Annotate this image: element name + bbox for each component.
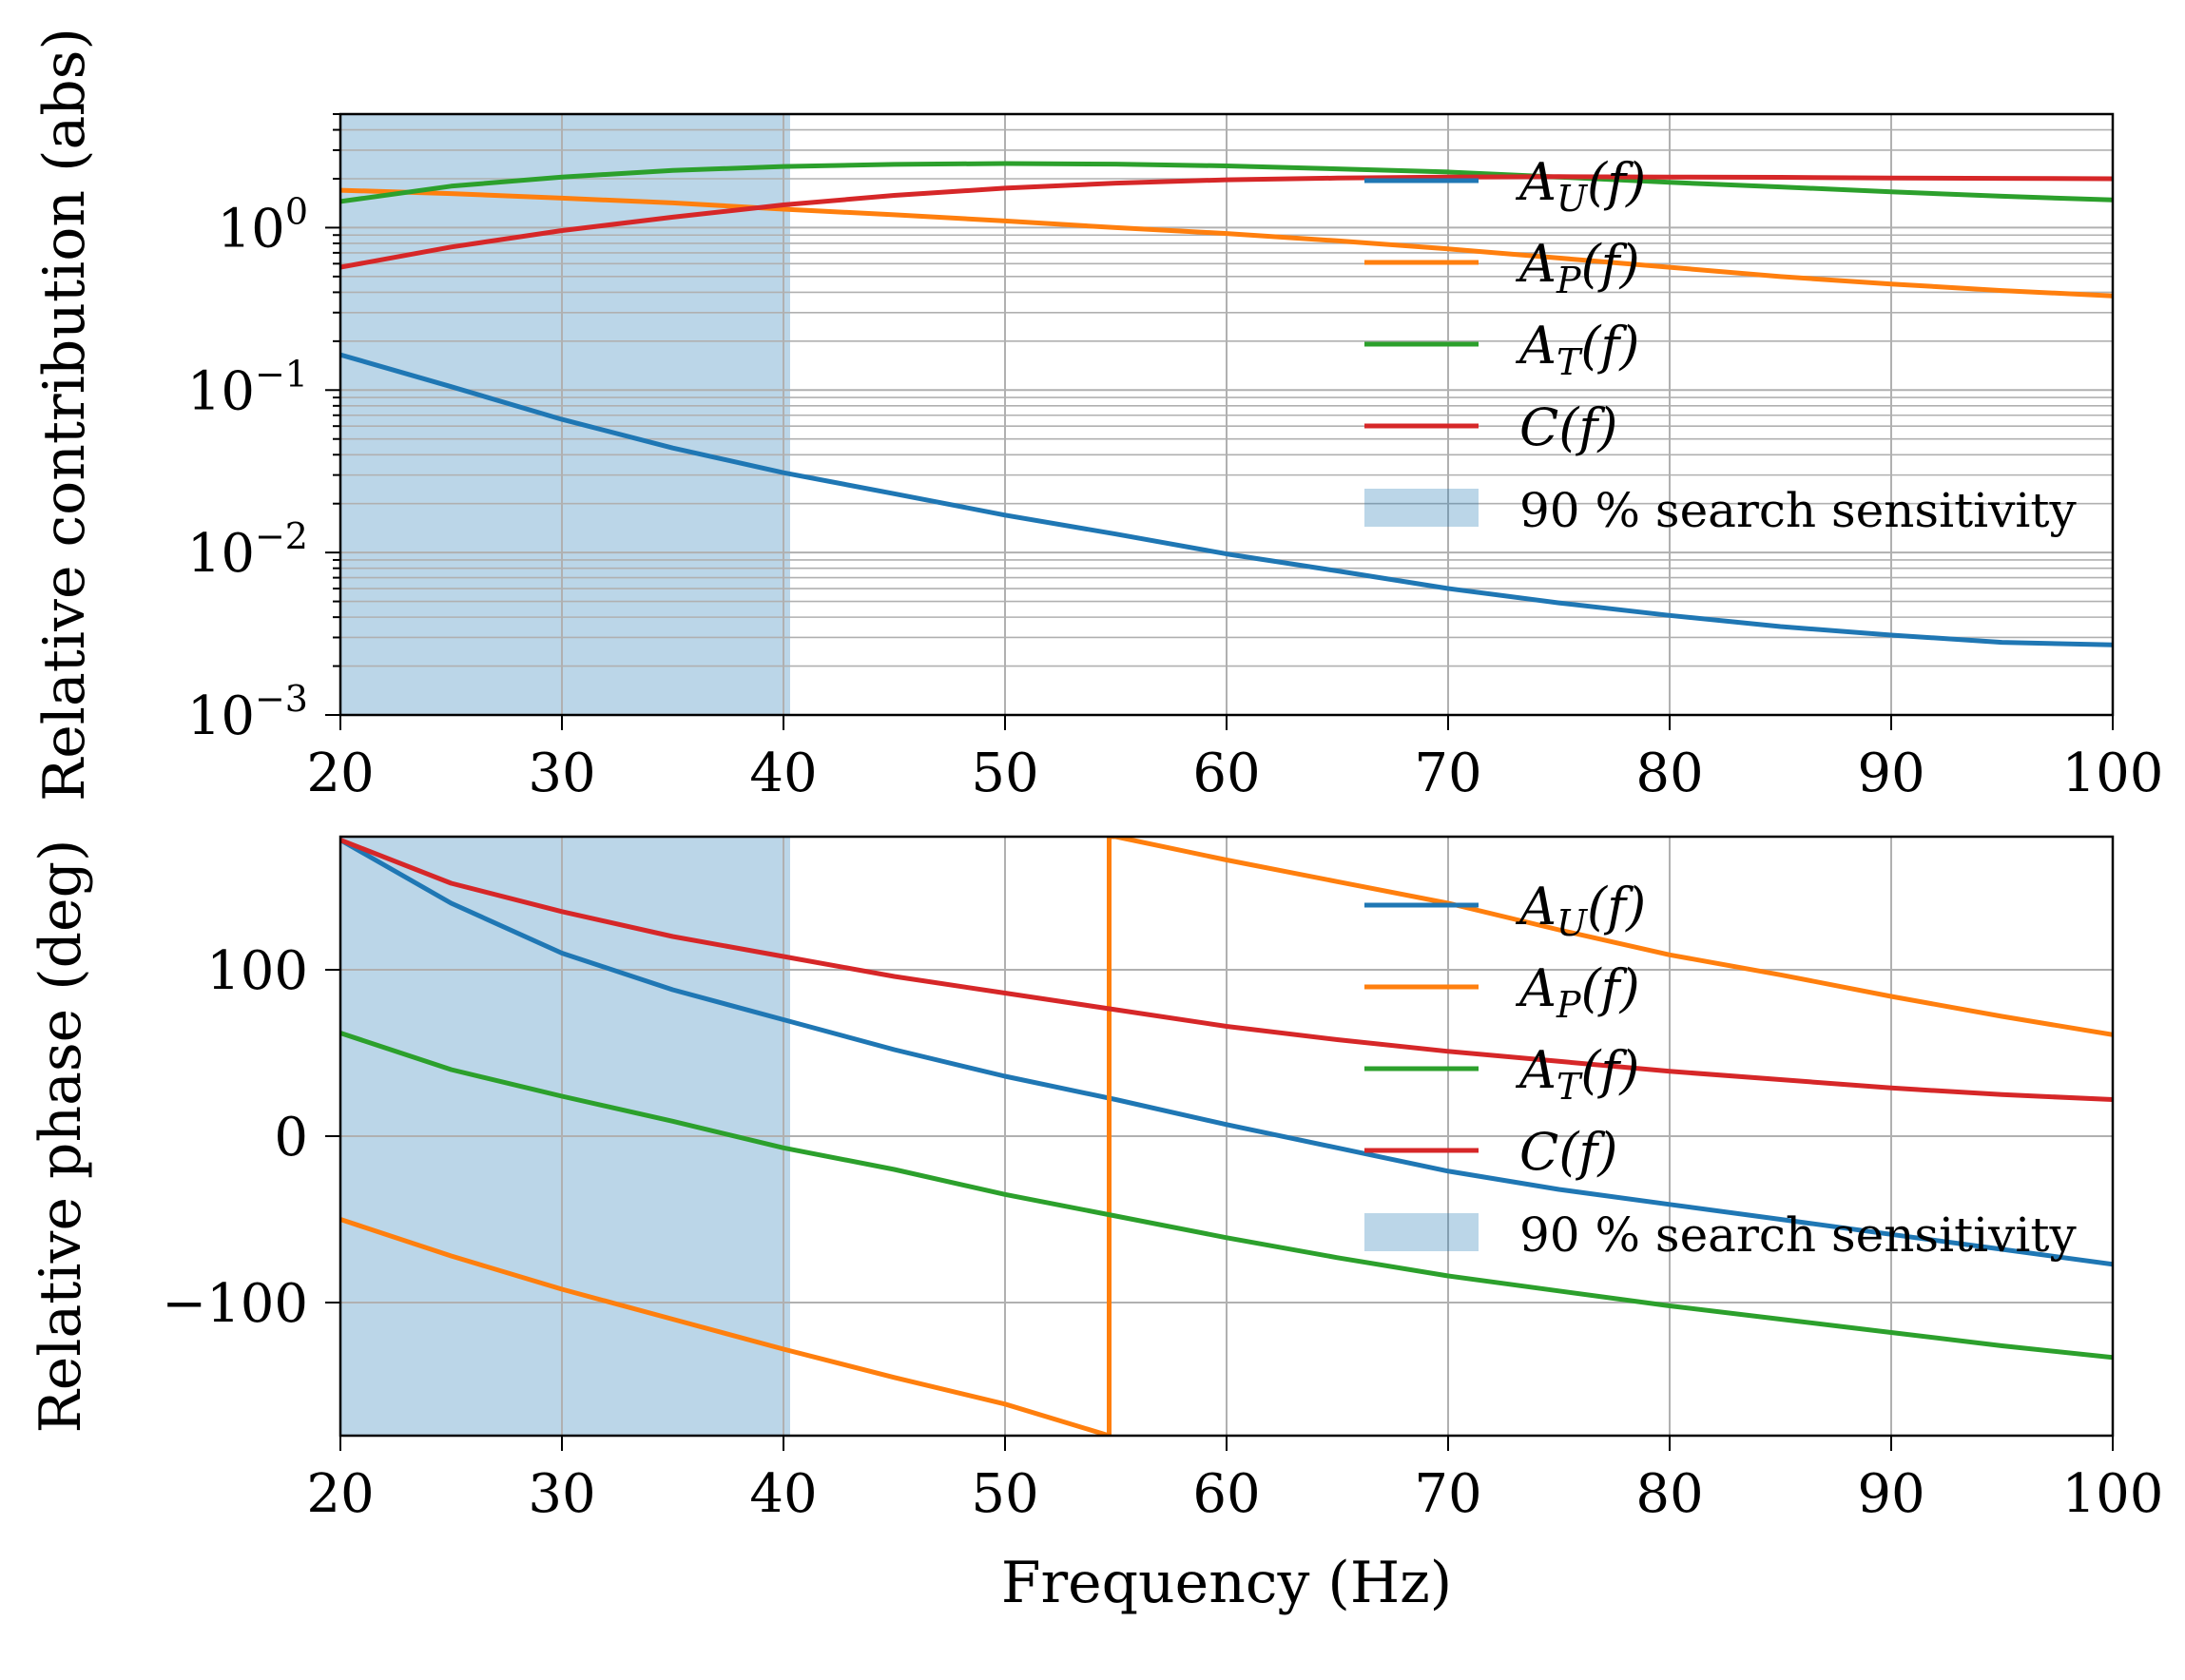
- legend-label-arg: (f): [1587, 152, 1646, 212]
- x-tick-label: 70: [1414, 743, 1481, 804]
- x-tick-label: 90: [1857, 1463, 1924, 1525]
- y-tick-label-base: 10: [218, 198, 285, 260]
- legend-label-var: A: [1515, 1040, 1557, 1100]
- legend-label-arg: (f): [1580, 1040, 1639, 1100]
- y-tick-label: 10−2: [187, 515, 308, 585]
- series-line-auf: [340, 352, 2113, 647]
- legend-label-region: 90 % search sensitivity: [1519, 483, 2077, 538]
- y-tick-label: 10−1: [187, 353, 308, 422]
- legend: AU(f)AP(f)AT(f)C(f)90 % search sensitivi…: [1364, 877, 2077, 1263]
- legend-label: AP(f): [1515, 234, 1640, 301]
- x-tick-label: 90: [1857, 743, 1924, 804]
- x-tick-label: 20: [306, 1463, 374, 1525]
- series-line-atf: [340, 161, 2113, 204]
- legend-label-subscript: P: [1556, 984, 1582, 1026]
- y-tick-label: 100: [206, 940, 308, 1002]
- series-line-auf: [340, 838, 2113, 1267]
- axes-frame: [338, 112, 2115, 717]
- y-tick-label-base: 10: [187, 523, 255, 585]
- x-tick-label: 60: [1192, 1463, 1260, 1525]
- top-panel: 20 30 40 50 60 70 80 90 10010−310−210−1100Relati…: [31, 28, 2163, 804]
- legend-label: AT(f): [1515, 316, 1639, 383]
- legend-label-var: A: [1515, 958, 1557, 1018]
- legend-label-arg: (f): [1581, 234, 1640, 294]
- y-axis-title: Relative phase (deg): [28, 840, 94, 1434]
- series-line-apf: [340, 187, 2113, 299]
- x-tick-label: 50: [971, 743, 1038, 804]
- y-tick-label-exponent: 0: [285, 190, 308, 232]
- legend-swatch-region: [1364, 489, 1479, 527]
- x-tick-label: 20: [306, 743, 374, 804]
- x-axis-title: Frequency (Hz): [1001, 1550, 1452, 1616]
- y-tick-label-exponent: −2: [255, 515, 308, 557]
- legend-label-subscript: U: [1557, 902, 1589, 944]
- legend-label: AU(f): [1515, 152, 1646, 220]
- series-line-cf: [340, 838, 2113, 1102]
- legend-label-arg: (f): [1587, 877, 1646, 937]
- y-tick-label-base: 10: [187, 686, 255, 747]
- legend-label: AU(f): [1515, 877, 1646, 944]
- x-tick-label: 60: [1192, 743, 1260, 804]
- legend-label-arg: (f): [1558, 397, 1617, 457]
- x-tick-label: 30: [528, 743, 595, 804]
- legend-label: C(f): [1519, 397, 1617, 457]
- y-tick-label-exponent: −1: [255, 353, 308, 395]
- legend-label-subscript: T: [1557, 1066, 1583, 1108]
- y-tick-label: 100: [218, 190, 308, 260]
- x-tick-label: 100: [2062, 1463, 2164, 1525]
- legend: AU(f)AP(f)AT(f)C(f)90 % search sensitivi…: [1364, 152, 2077, 538]
- legend-label-subscript: U: [1557, 178, 1589, 220]
- series-line-apf: [340, 837, 2113, 1436]
- y-axis-title: Relative contribution (abs): [31, 28, 98, 801]
- legend-label-arg: (f): [1558, 1122, 1617, 1182]
- legend-label: AP(f): [1515, 958, 1640, 1026]
- legend-label-subscript: P: [1556, 260, 1582, 301]
- x-tick-label: 80: [1635, 743, 1703, 804]
- y-tick-label-base: 10: [187, 360, 255, 422]
- legend-label-var: A: [1515, 152, 1557, 212]
- legend-label-region: 90 % search sensitivity: [1519, 1207, 2077, 1263]
- legend-label-var: C: [1519, 397, 1558, 457]
- legend-label-var: A: [1515, 877, 1557, 937]
- x-tick-label: 30: [528, 1463, 595, 1525]
- y-tick-label-exponent: −3: [255, 678, 308, 720]
- axes-frame: [338, 835, 2115, 1438]
- legend-label-var: A: [1515, 234, 1557, 294]
- legend-label-arg: (f): [1581, 958, 1640, 1018]
- series-group: [340, 161, 2113, 647]
- legend-label: AT(f): [1515, 1040, 1639, 1108]
- y-tick-label: −100: [162, 1273, 308, 1335]
- x-tick-label: 50: [971, 1463, 1038, 1525]
- legend-label-var: C: [1519, 1122, 1558, 1182]
- legend-label-arg: (f): [1580, 316, 1639, 376]
- x-tick-label: 100: [2062, 743, 2164, 804]
- x-tick-label: 70: [1414, 1463, 1481, 1525]
- x-tick-label: 40: [749, 743, 817, 804]
- legend-label-var: A: [1515, 316, 1557, 376]
- y-tick-label: 10−3: [187, 678, 308, 747]
- series-group: [340, 837, 2113, 1436]
- series-line-atf: [340, 1031, 2113, 1361]
- bottom-panel: 20 30 40 50 60 70 80 90 100 −100 0 100 Relative phas…: [28, 835, 2164, 1616]
- x-tick-label: 80: [1635, 1463, 1703, 1525]
- legend-label: C(f): [1519, 1122, 1617, 1182]
- series-line-cf: [340, 174, 2113, 270]
- legend-swatch-region: [1364, 1213, 1479, 1251]
- x-tick-label: 40: [749, 1463, 817, 1525]
- y-tick-label: 0: [274, 1107, 308, 1168]
- legend-label-subscript: T: [1557, 341, 1583, 383]
